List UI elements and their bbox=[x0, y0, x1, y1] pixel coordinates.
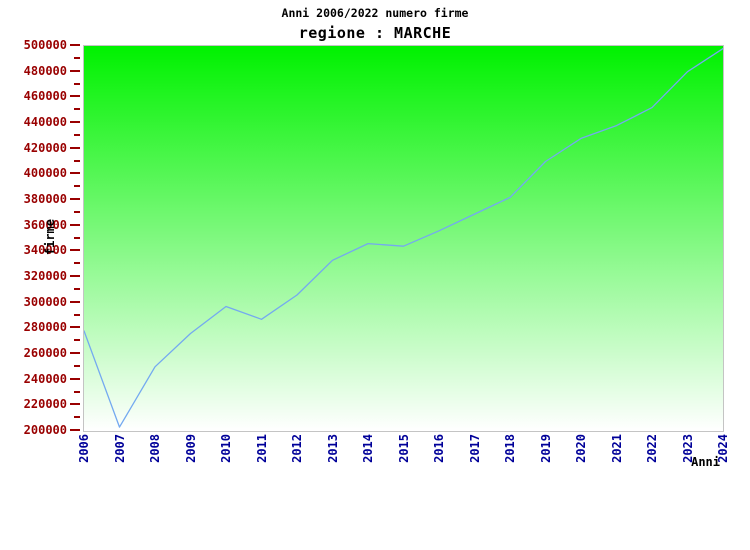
y-minor-tick bbox=[74, 236, 80, 239]
x-tick-label: 2015 bbox=[396, 434, 411, 463]
y-tick-label: 460000 bbox=[23, 89, 67, 104]
y-tick-label: 340000 bbox=[23, 243, 67, 258]
x-tick-label: 2019 bbox=[538, 434, 553, 463]
y-major-tick bbox=[70, 377, 80, 380]
line-series bbox=[84, 47, 723, 428]
y-major-tick bbox=[70, 326, 80, 329]
x-tick-label: 2009 bbox=[183, 434, 198, 463]
y-major-tick bbox=[70, 121, 80, 123]
y-tick-label: 260000 bbox=[23, 346, 67, 360]
y-minor-tick bbox=[74, 390, 80, 393]
y-minor-tick bbox=[74, 313, 80, 316]
y-tick-label: 420000 bbox=[23, 140, 67, 155]
y-tick-label: 300000 bbox=[23, 294, 67, 309]
chart-title: Anni 2006/2022 numero firme bbox=[281, 6, 469, 20]
y-minor-tick bbox=[74, 416, 80, 419]
x-tick-label: 2014 bbox=[361, 434, 375, 463]
y-major-tick bbox=[70, 198, 80, 200]
y-minor-tick bbox=[74, 56, 80, 59]
chart-subtitle: regione : MARCHE bbox=[298, 24, 452, 42]
y-major-tick bbox=[70, 69, 80, 72]
y-major-tick bbox=[70, 429, 80, 431]
x-tick-label: 2011 bbox=[254, 434, 269, 463]
x-tick-label: 2017 bbox=[467, 434, 482, 463]
y-major-tick bbox=[70, 95, 80, 98]
y-major-tick bbox=[70, 172, 80, 175]
y-major-tick bbox=[70, 300, 80, 303]
x-tick-label: 2013 bbox=[325, 434, 340, 463]
y-tick-label: 500000 bbox=[23, 38, 67, 52]
y-major-tick bbox=[70, 403, 80, 406]
x-tick-label: 2018 bbox=[503, 434, 517, 463]
y-minor-tick bbox=[74, 159, 80, 162]
y-tick-label: 320000 bbox=[23, 269, 67, 283]
x-tick-label: 2008 bbox=[148, 434, 162, 463]
x-tick-label: 2022 bbox=[645, 434, 659, 463]
y-minor-tick bbox=[74, 108, 80, 111]
y-minor-tick bbox=[74, 364, 80, 367]
x-tick-label: 2020 bbox=[574, 434, 588, 463]
y-tick-label: 280000 bbox=[23, 320, 67, 335]
x-tick-label: 2006 bbox=[77, 434, 91, 463]
y-major-tick bbox=[70, 44, 80, 46]
y-tick-label: 480000 bbox=[23, 63, 67, 78]
y-minor-tick bbox=[74, 82, 80, 85]
y-tick-label: 440000 bbox=[23, 115, 67, 129]
x-tick-label: 2010 bbox=[219, 434, 233, 463]
y-minor-tick bbox=[74, 210, 80, 213]
y-major-tick bbox=[70, 249, 80, 252]
y-major-tick bbox=[70, 275, 80, 277]
y-minor-tick bbox=[74, 262, 80, 265]
y-tick-label: 380000 bbox=[23, 192, 67, 206]
y-major-tick bbox=[70, 352, 80, 354]
y-major-tick bbox=[70, 146, 80, 149]
y-tick-label: 240000 bbox=[23, 371, 67, 386]
x-tick-label: 2016 bbox=[432, 434, 446, 463]
x-axis-title: Anni bbox=[691, 455, 720, 469]
y-minor-tick bbox=[74, 339, 80, 342]
y-tick-label: 220000 bbox=[23, 397, 67, 412]
plot-area bbox=[83, 45, 724, 432]
y-minor-tick bbox=[74, 185, 80, 188]
y-minor-tick bbox=[74, 287, 80, 290]
data-line bbox=[84, 47, 723, 428]
y-axis-title: firme bbox=[43, 219, 57, 256]
x-tick-label: 2012 bbox=[290, 434, 304, 463]
y-tick-label: 400000 bbox=[23, 166, 67, 181]
x-tick-label: 2021 bbox=[609, 434, 624, 463]
y-minor-tick bbox=[74, 133, 80, 136]
y-tick-label: 360000 bbox=[23, 217, 67, 232]
x-tick-label: 2007 bbox=[112, 434, 127, 463]
y-tick-label: 200000 bbox=[23, 423, 67, 437]
y-major-tick bbox=[70, 223, 80, 226]
